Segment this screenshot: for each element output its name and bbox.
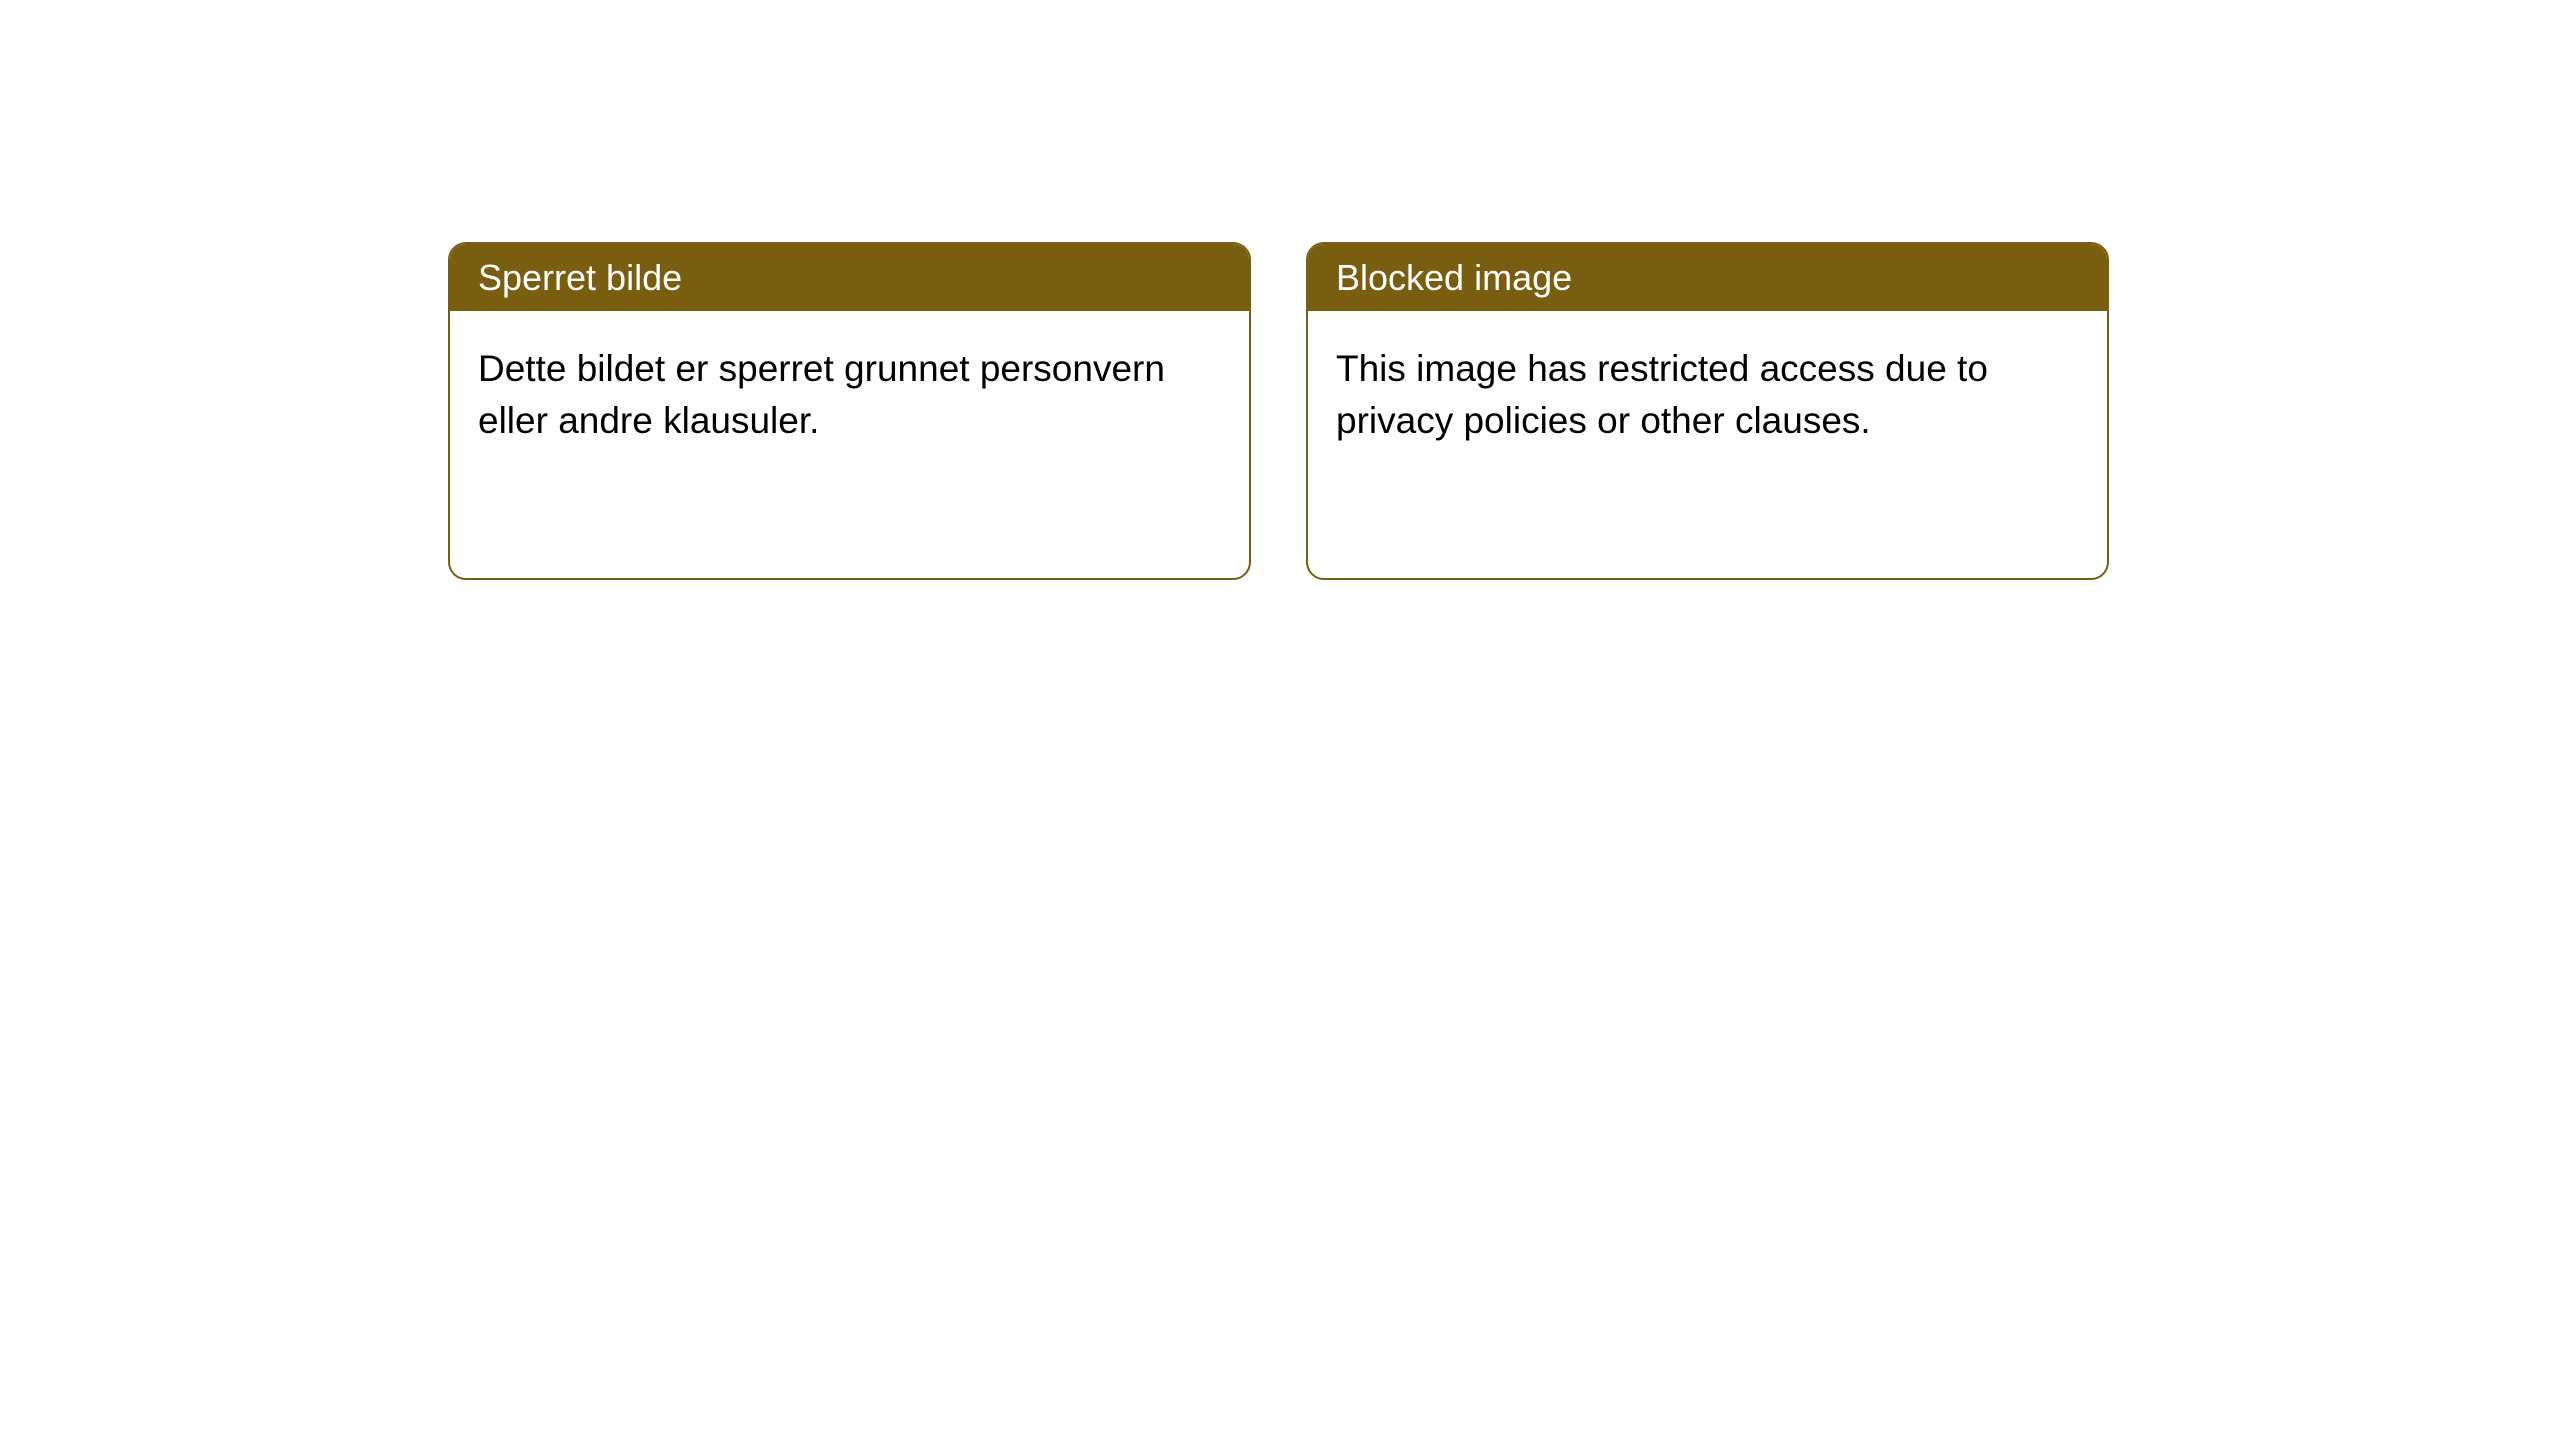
notice-card-english: Blocked image This image has restricted … — [1306, 242, 2109, 580]
card-body: Dette bildet er sperret grunnet personve… — [450, 311, 1249, 479]
card-header: Sperret bilde — [450, 244, 1249, 311]
card-body-text: This image has restricted access due to … — [1336, 348, 1988, 441]
card-body: This image has restricted access due to … — [1308, 311, 2107, 479]
card-title: Sperret bilde — [478, 257, 682, 298]
card-body-text: Dette bildet er sperret grunnet personve… — [478, 348, 1165, 441]
card-header: Blocked image — [1308, 244, 2107, 311]
card-title: Blocked image — [1336, 257, 1572, 298]
notice-card-row: Sperret bilde Dette bildet er sperret gr… — [448, 242, 2109, 580]
notice-card-norwegian: Sperret bilde Dette bildet er sperret gr… — [448, 242, 1251, 580]
